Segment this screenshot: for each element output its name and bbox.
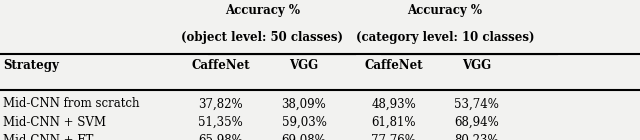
Text: 65,98%: 65,98% — [198, 134, 243, 140]
Text: Strategy: Strategy — [3, 59, 59, 72]
Text: VGG: VGG — [289, 59, 319, 72]
Text: 61,81%: 61,81% — [371, 116, 416, 129]
Text: 69,08%: 69,08% — [282, 134, 326, 140]
Text: Mid-CNN + SVM: Mid-CNN + SVM — [3, 116, 106, 129]
Text: 80,23%: 80,23% — [454, 134, 499, 140]
Text: CaffeNet: CaffeNet — [191, 59, 250, 72]
Text: (category level: 10 classes): (category level: 10 classes) — [356, 31, 534, 44]
Text: Mid-CNN + FT: Mid-CNN + FT — [3, 134, 93, 140]
Text: 51,35%: 51,35% — [198, 116, 243, 129]
Text: Accuracy %: Accuracy % — [225, 4, 300, 17]
Text: (object level: 50 classes): (object level: 50 classes) — [181, 31, 344, 44]
Text: Accuracy %: Accuracy % — [407, 4, 483, 17]
Text: 48,93%: 48,93% — [371, 97, 416, 110]
Text: 77,76%: 77,76% — [371, 134, 416, 140]
Text: VGG: VGG — [462, 59, 492, 72]
Text: Mid-CNN from scratch: Mid-CNN from scratch — [3, 97, 140, 110]
Text: 59,03%: 59,03% — [282, 116, 326, 129]
Text: CaffeNet: CaffeNet — [364, 59, 423, 72]
Text: 68,94%: 68,94% — [454, 116, 499, 129]
Text: 53,74%: 53,74% — [454, 97, 499, 110]
Text: 38,09%: 38,09% — [282, 97, 326, 110]
Text: 37,82%: 37,82% — [198, 97, 243, 110]
